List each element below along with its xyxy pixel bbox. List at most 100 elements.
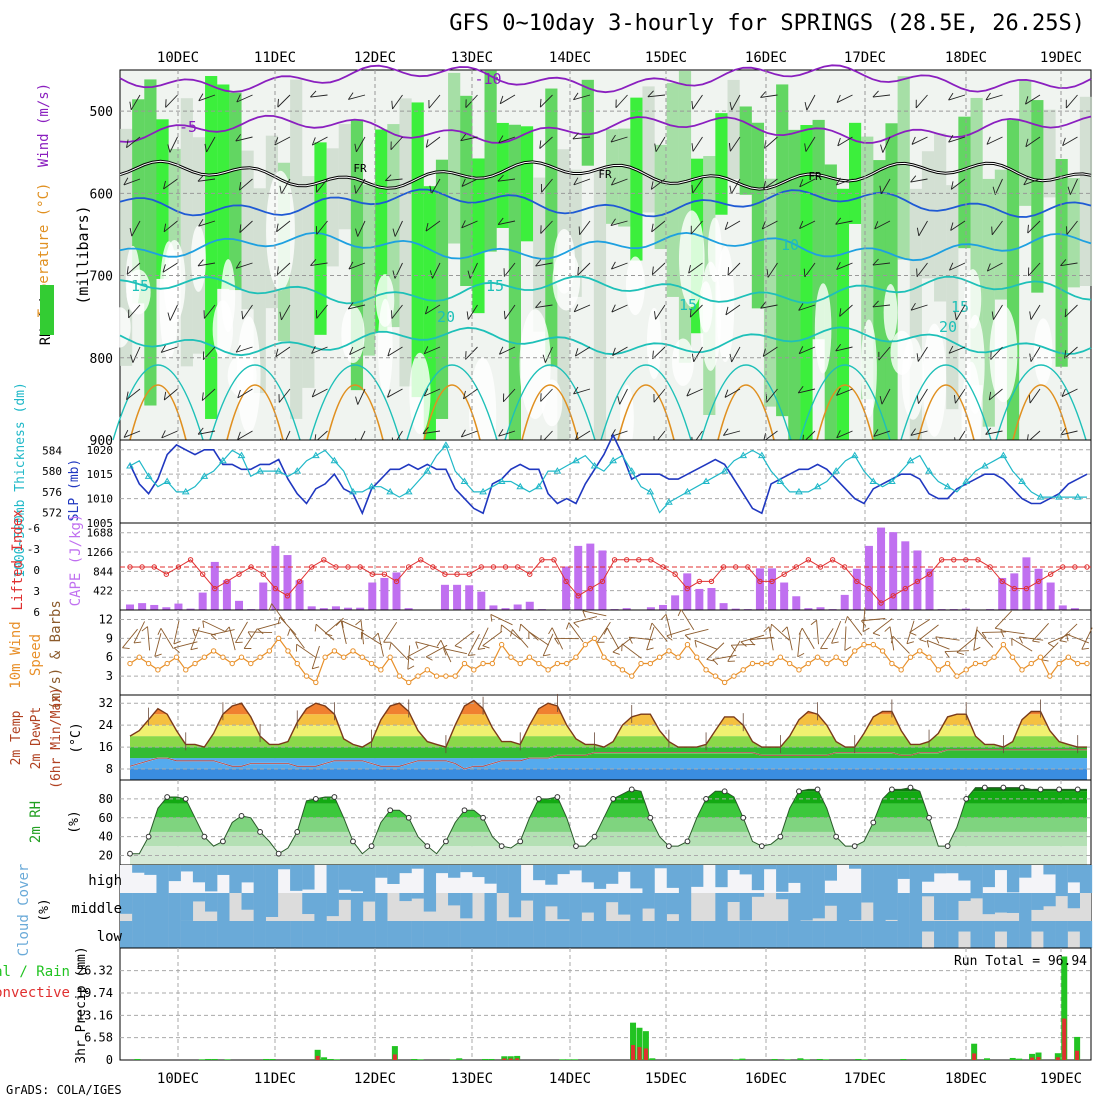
barb-feather — [123, 177, 129, 186]
barb-feather — [880, 144, 884, 153]
wind-barb — [950, 220, 966, 231]
barb-staff — [390, 642, 409, 661]
barb-staff — [425, 220, 441, 232]
barb-feather — [277, 98, 279, 108]
surface-wind-barb — [389, 642, 409, 661]
rh-marker — [1000, 784, 1007, 791]
cloud-cell — [861, 865, 874, 893]
wind-marker — [1084, 660, 1090, 667]
barb-staff — [690, 220, 703, 235]
barb-staff — [463, 388, 478, 400]
wind-barb — [425, 136, 441, 148]
wind-barb — [651, 220, 666, 233]
cloud-cell — [375, 921, 388, 948]
day-label-top: 18DEC — [945, 50, 987, 66]
barb-feather — [499, 346, 504, 355]
day-label-bottom: 14DEC — [549, 1071, 591, 1087]
li-marker — [757, 578, 763, 585]
cloud-cell — [205, 921, 218, 948]
barb-feather — [197, 259, 204, 267]
surface-wind-barb — [926, 639, 950, 650]
barb-feather — [950, 222, 954, 231]
barb-staff — [278, 388, 291, 403]
cloud-cell — [751, 893, 765, 897]
barb-staff — [467, 634, 480, 656]
cape-bar — [162, 607, 171, 610]
barb-staff — [126, 136, 141, 149]
rh-dry-cell — [625, 256, 645, 316]
barb-staff — [387, 346, 403, 357]
cloud-cell — [484, 921, 497, 948]
barb-staff — [499, 346, 516, 355]
barb-feather — [1028, 267, 1030, 276]
barb-feather — [985, 427, 992, 435]
barb-staff — [235, 621, 248, 643]
li-marker — [139, 564, 145, 570]
wind-barb — [129, 94, 141, 111]
barb-staff — [357, 388, 366, 405]
surface-wind-barb — [141, 626, 151, 651]
wind-marker — [963, 667, 969, 673]
rh-fill-band — [144, 79, 157, 406]
wind-marker — [238, 654, 245, 660]
surface-wind-barb — [554, 637, 579, 645]
barb-feather — [837, 137, 841, 147]
barb-feather — [276, 223, 279, 232]
cape-bar — [889, 532, 898, 610]
barb-staff — [919, 624, 939, 640]
cape-bar — [731, 608, 740, 610]
cloud-cell — [666, 893, 680, 915]
contour-label: 15 — [951, 298, 969, 316]
li-marker — [914, 578, 921, 585]
barb-staff — [311, 645, 320, 669]
barb-staff — [275, 346, 291, 358]
barb-staff — [982, 631, 1007, 633]
barb-feather — [237, 431, 241, 440]
wind-barb — [197, 427, 216, 435]
barb-staff — [165, 94, 178, 108]
cape-ylabel: CAPE (J/kg) — [68, 514, 84, 607]
rh-marker — [443, 838, 449, 845]
cloud-cell — [727, 921, 740, 948]
surface-wind-barb — [133, 621, 145, 644]
barb-staff — [680, 609, 695, 631]
surface-wind-barb — [706, 642, 725, 662]
barb-feather — [126, 139, 129, 148]
barb-feather — [422, 427, 429, 434]
wind-barb — [239, 220, 253, 233]
li-marker — [684, 585, 690, 592]
precip-total-bar — [391, 1046, 398, 1060]
wind-marker — [424, 667, 431, 673]
thickness-marker — [163, 477, 172, 484]
cloud-cell — [581, 921, 594, 948]
wind-barb — [612, 346, 628, 356]
thickness-marker — [665, 498, 673, 505]
wind-marker — [675, 654, 681, 660]
li-marker — [878, 600, 884, 606]
cloud-cell — [375, 893, 388, 921]
barb-staff — [1041, 642, 1059, 661]
surface-wind-barb — [360, 631, 383, 646]
wind-barb — [948, 92, 966, 101]
rh-fill-band — [241, 150, 254, 310]
barb-feather — [690, 225, 692, 234]
cloud-ylabel-1: Cloud Cover — [16, 864, 32, 957]
wind-barb — [873, 429, 891, 437]
wind-barb — [578, 220, 591, 236]
barb-feather — [874, 221, 879, 230]
wind-barb — [799, 220, 816, 230]
barb-feather — [141, 626, 148, 632]
barb-feather — [950, 181, 954, 190]
wind-barb — [1025, 136, 1041, 148]
li-marker — [902, 585, 908, 592]
rh-dry-cell — [672, 338, 694, 386]
wind-marker — [183, 667, 189, 673]
barb-staff — [206, 136, 216, 153]
barb-staff — [915, 94, 928, 109]
barb-staff — [512, 629, 529, 648]
wind-barb — [911, 136, 928, 145]
cloud-cell — [763, 865, 777, 870]
cloud-cell — [302, 893, 315, 915]
rh-marker — [164, 794, 171, 800]
y-tick-label: 700 — [90, 270, 113, 285]
